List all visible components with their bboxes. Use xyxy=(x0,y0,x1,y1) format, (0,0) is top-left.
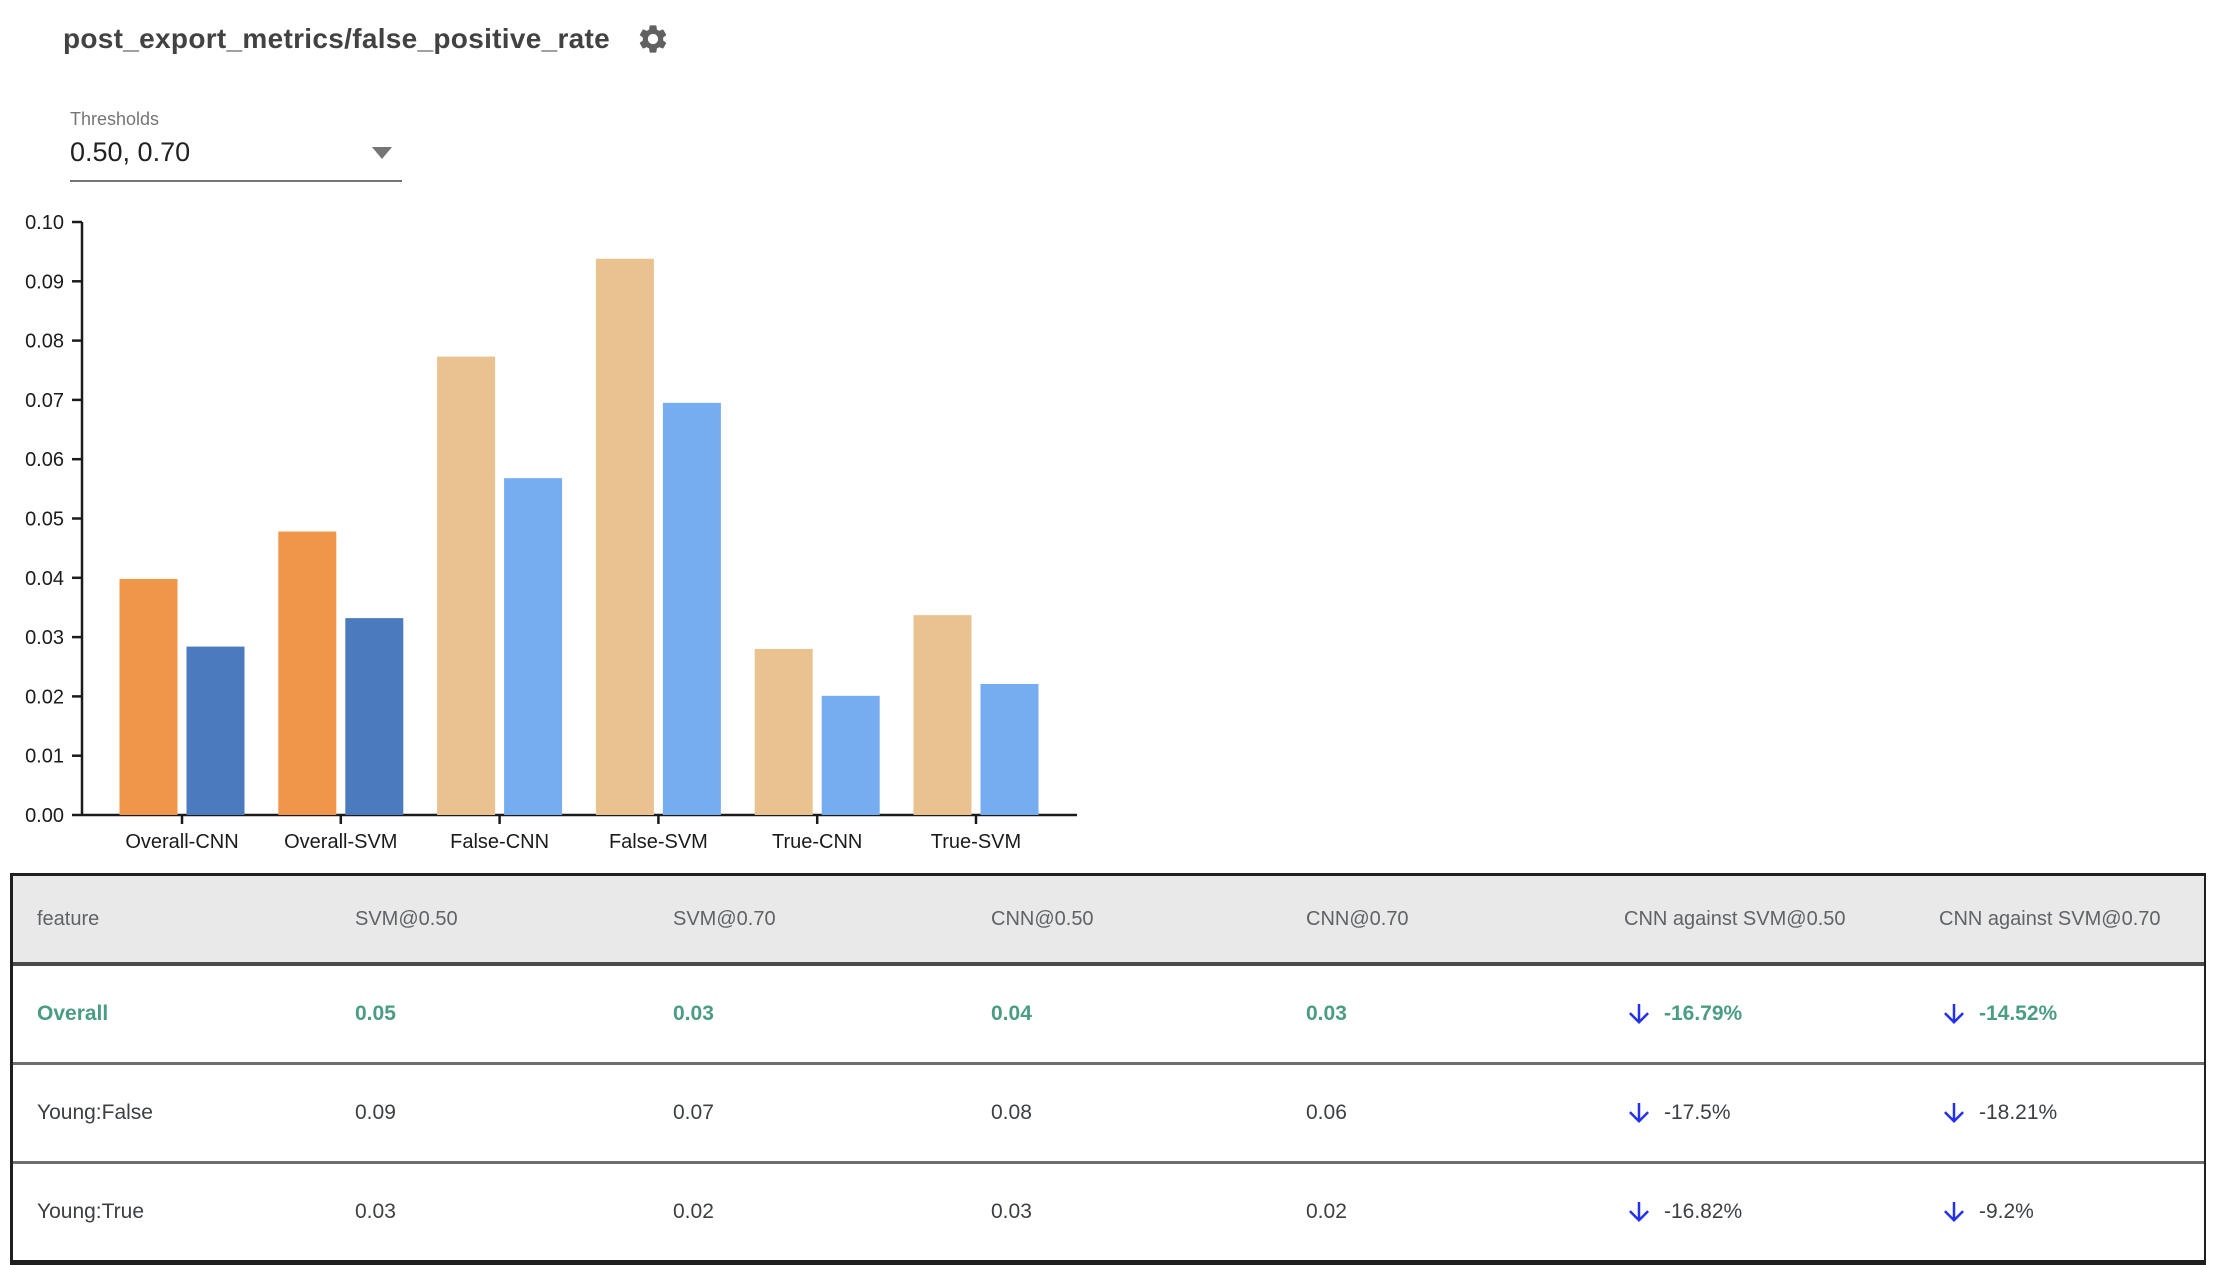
thresholds-value: 0.50, 0.70 xyxy=(70,137,191,167)
down-arrow-icon xyxy=(1944,1103,1964,1123)
axis-tick-label: True-SVM xyxy=(931,831,1021,853)
column-header-cnn-0-70: CNN@0.70 xyxy=(1306,907,1409,930)
down-arrow-icon xyxy=(1629,1004,1649,1024)
axis-tick-label: 0.01 xyxy=(25,746,64,768)
value-cell: 0.03 xyxy=(673,1002,714,1025)
comparison-value: -16.82% xyxy=(1664,1200,1743,1223)
table-row-young-false[interactable]: Young:False 0.09 0.07 0.08 0.06 -17.5% -18.21% xyxy=(13,1065,2204,1164)
down-arrow-icon xyxy=(1944,1004,1964,1024)
bar-true-svm-threshold-0-70[interactable] xyxy=(980,683,1039,815)
bar-overall-cnn-threshold-0-70[interactable] xyxy=(186,646,245,815)
thresholds-select[interactable]: Thresholds 0.50, 0.70 xyxy=(70,108,402,182)
value-cell: 0.08 xyxy=(991,1101,1032,1124)
axis-tick-label: True-CNN xyxy=(772,831,862,853)
value-cell: 0.03 xyxy=(991,1200,1032,1223)
column-header-cnn-against-svm-0-70: CNN against SVM@0.70 xyxy=(1939,907,2161,930)
metric-header: post_export_metrics/false_positive_rate xyxy=(63,22,670,56)
value-cell: 0.05 xyxy=(355,1002,396,1025)
feature-cell: Overall xyxy=(37,1002,109,1025)
value-cell: 0.04 xyxy=(991,1002,1032,1025)
comparison-cell: -16.82% xyxy=(1624,1197,1939,1227)
comparison-cell: -18.21% xyxy=(1939,1098,2204,1128)
comparison-cell: -17.5% xyxy=(1624,1098,1939,1128)
comparison-value: -17.5% xyxy=(1664,1101,1731,1124)
comparison-cell: -16.79% xyxy=(1624,999,1939,1029)
bar-true-svm-threshold-0-50[interactable] xyxy=(913,615,972,815)
bar-overall-cnn-threshold-0-50[interactable] xyxy=(119,578,178,815)
dropdown-arrow-icon xyxy=(372,146,392,159)
value-cell: 0.02 xyxy=(673,1200,714,1223)
axis-tick-label: 0.08 xyxy=(25,331,64,353)
value-cell: 0.07 xyxy=(673,1101,714,1124)
comparison-value: -16.79% xyxy=(1664,1002,1743,1025)
axis-tick-label: 0.03 xyxy=(25,627,64,649)
bar-false-svm-threshold-0-50[interactable] xyxy=(595,258,654,815)
down-arrow-icon xyxy=(1944,1202,1964,1222)
table-row-young-true[interactable]: Young:True 0.03 0.02 0.03 0.02 -16.82% -9.2% xyxy=(13,1164,2204,1260)
metrics-table: feature SVM@0.50 SVM@0.70 CNN@0.50 CNN@0.70 C… xyxy=(10,873,2206,1265)
axis-tick-label: 0.07 xyxy=(25,390,64,412)
value-cell: 0.09 xyxy=(355,1101,396,1124)
axis-tick-label: 0.09 xyxy=(25,271,64,293)
value-cell: 0.02 xyxy=(1306,1200,1347,1223)
comparison-value: -18.21% xyxy=(1979,1101,2058,1124)
axis-tick-label: 0.04 xyxy=(25,568,64,590)
bar-true-cnn-threshold-0-70[interactable] xyxy=(821,695,880,815)
axis-tick-label: 0.02 xyxy=(25,686,64,708)
axis-tick-label: Overall-CNN xyxy=(125,831,238,853)
bar-false-cnn-threshold-0-50[interactable] xyxy=(437,356,496,815)
value-cell: 0.03 xyxy=(1306,1002,1347,1025)
comparison-cell: -14.52% xyxy=(1939,999,2204,1029)
down-arrow-icon xyxy=(1629,1103,1649,1123)
bar-false-cnn-threshold-0-70[interactable] xyxy=(504,478,563,815)
comparison-value: -9.2% xyxy=(1979,1200,2034,1223)
page-title: post_export_metrics/false_positive_rate xyxy=(63,23,611,54)
comparison-cell: -9.2% xyxy=(1939,1197,2204,1227)
column-header-cnn-0-50: CNN@0.50 xyxy=(991,907,1094,930)
down-arrow-icon xyxy=(1629,1202,1649,1222)
column-header-svm-0-50: SVM@0.50 xyxy=(355,907,458,930)
thresholds-label: Thresholds xyxy=(70,109,160,129)
settings-gear-icon[interactable] xyxy=(636,22,670,56)
bar-true-cnn-threshold-0-50[interactable] xyxy=(754,648,813,815)
axis-tick-label: False-CNN xyxy=(450,831,549,853)
column-header-svm-0-70: SVM@0.70 xyxy=(673,907,776,930)
table-row-overall[interactable]: Overall 0.05 0.03 0.04 0.03 -16.79% -14.52% xyxy=(13,966,2204,1065)
bar-overall-svm-threshold-0-70[interactable] xyxy=(345,618,404,815)
bar-overall-svm-threshold-0-50[interactable] xyxy=(278,531,337,815)
axis-tick-label: 0.06 xyxy=(25,449,64,471)
value-cell: 0.06 xyxy=(1306,1101,1347,1124)
table-header: feature SVM@0.50 SVM@0.70 CNN@0.50 CNN@0.70 C… xyxy=(13,876,2204,966)
axis-tick-label: 0.00 xyxy=(25,805,64,827)
axis-tick-label: False-SVM xyxy=(609,831,708,853)
column-header-feature: feature xyxy=(37,907,100,930)
bar-chart[interactable]: 0.00 0.01 0.02 0.03 0.04 0.05 0.06 0.07 0.08 0.09… xyxy=(0,200,1160,880)
axis-tick-label: 0.05 xyxy=(25,509,64,531)
bar-false-svm-threshold-0-70[interactable] xyxy=(662,402,721,815)
axis-tick-label: 0.10 xyxy=(25,212,64,234)
feature-cell: Young:True xyxy=(37,1200,145,1223)
value-cell: 0.03 xyxy=(355,1200,396,1223)
axis-tick-label: Overall-SVM xyxy=(284,831,397,853)
comparison-value: -14.52% xyxy=(1979,1002,2058,1025)
column-header-cnn-against-svm-0-50: CNN against SVM@0.50 xyxy=(1624,907,1846,930)
table-body: Overall 0.05 0.03 0.04 0.03 -16.79% -14.52% You… xyxy=(13,966,2204,1260)
feature-cell: Young:False xyxy=(37,1101,153,1124)
